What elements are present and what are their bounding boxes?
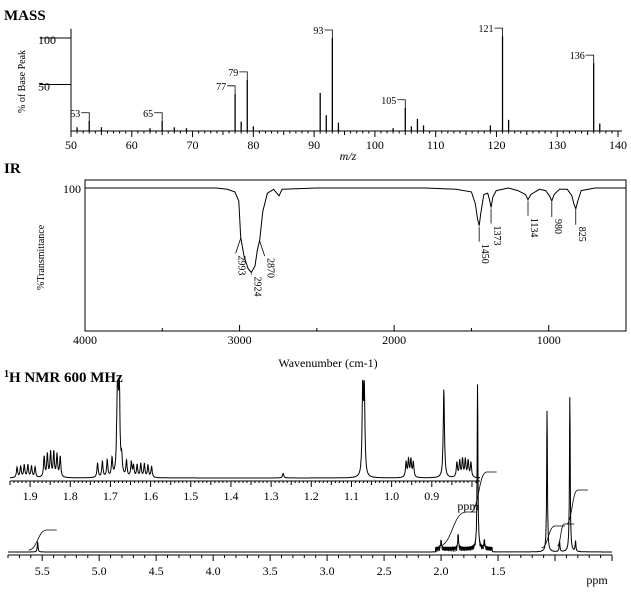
nmr-inset-xtick-label: 1.0 xyxy=(384,489,399,503)
nmr-xtick-label: 3.0 xyxy=(320,564,335,578)
ir-annotation-label: 2993 xyxy=(236,255,247,275)
svg-text:1H NMR 600 MHz: 1H NMR 600 MHz xyxy=(4,369,123,386)
mass-peak-leader xyxy=(324,29,333,38)
nmr-main-trace xyxy=(8,384,612,553)
mass-title: MASS xyxy=(4,8,46,24)
mass-peak-leader xyxy=(585,54,595,64)
mass-peak-leader xyxy=(81,112,90,121)
nmr-inset-xlabel: ppm xyxy=(457,499,479,513)
nmr-xtick-label: 2.0 xyxy=(434,564,449,578)
ir-annotation-label: 825 xyxy=(576,227,587,242)
nmr-inset-xtick-label: 1.9 xyxy=(23,489,38,503)
nmr-panel: 1H NMR 600 MHz 1.9 1.8 1.7 1.6 1.5 1.4 1.3 1.2 1… xyxy=(4,369,613,587)
mass-peak-label: 105 xyxy=(381,96,396,107)
mass-ylabel: % of Base Peak xyxy=(17,50,28,113)
nmr-inset-xtick-label: 1.8 xyxy=(63,489,78,503)
ir-xtick-label: 4000 xyxy=(73,333,97,347)
ir-trace xyxy=(85,187,626,274)
nmr-xtick-label: 2.5 xyxy=(377,564,392,578)
ir-annotation-label: 1450 xyxy=(479,244,490,264)
mass-peak-label: 93 xyxy=(313,26,323,37)
nmr-xtick-label: 3.5 xyxy=(263,564,278,578)
nmr-integral-curve xyxy=(438,511,477,547)
mass-ytick-label: 100 xyxy=(38,33,56,47)
mass-peak-leader xyxy=(239,71,248,80)
mass-xtick-label: 100 xyxy=(366,138,384,152)
nmr-inset-xtick-label: 1.1 xyxy=(344,489,359,503)
ir-frame xyxy=(84,179,627,332)
mass-xtick-label: 120 xyxy=(487,138,505,152)
ir-annotation-leader xyxy=(235,238,242,254)
nmr-integral-curve xyxy=(28,529,57,551)
ir-annotation-leader xyxy=(259,240,266,257)
mass-peak-label: 136 xyxy=(570,51,585,62)
nmr-inset-xtick-label: 1.5 xyxy=(183,489,198,503)
mass-xtick-label: 110 xyxy=(427,138,445,152)
ir-annotation-label: 1134 xyxy=(528,218,539,238)
mass-panel: MASS % of Base Peak 50 100 50 60 70 80 90 100 1… xyxy=(4,8,627,163)
mass-xtick-label: 50 xyxy=(65,138,77,152)
nmr-xtick-label: 4.5 xyxy=(149,564,164,578)
ir-ylabel: %Transmittance xyxy=(36,224,47,290)
nmr-title: H NMR 600 MHz xyxy=(9,370,123,386)
mass-xtick-label: 140 xyxy=(609,138,627,152)
mass-xtick-label: 130 xyxy=(548,138,566,152)
mass-peak-leader xyxy=(397,99,406,108)
ir-xlabel: Wavenumber (cm-1) xyxy=(278,356,377,370)
nmr-inset-xtick-label: 0.9 xyxy=(424,489,439,503)
nmr-xtick-label: 5.5 xyxy=(35,564,50,578)
ir-annotation-label: 980 xyxy=(552,219,563,234)
ir-annotation-label: 1373 xyxy=(491,226,502,246)
mass-xtick-label: 70 xyxy=(187,138,199,152)
ir-title: IR xyxy=(4,161,21,177)
nmr-inset-xtick-label: 1.3 xyxy=(264,489,279,503)
nmr-title-sup: 1 xyxy=(4,369,9,380)
mass-peak-leader xyxy=(227,85,236,94)
ir-xtick-label: 1000 xyxy=(537,333,561,347)
ir-panel: IR %Transmittance 100 4000 3000 2000 1000 29… xyxy=(4,161,627,370)
nmr-integral-curve xyxy=(566,489,588,525)
nmr-inset-xtick-label: 1.6 xyxy=(143,489,158,503)
ir-ytick-label: 100 xyxy=(63,182,81,196)
mass-xtick-label: 60 xyxy=(126,138,138,152)
mass-peak-label: 77 xyxy=(216,82,226,93)
ir-xtick-label: 3000 xyxy=(228,333,252,347)
mass-ytick-label: 50 xyxy=(38,80,50,94)
mass-xlabel: m/z xyxy=(340,149,357,163)
mass-peak-label: 53 xyxy=(70,109,80,120)
ir-annotation-label: 2870 xyxy=(265,258,276,278)
nmr-inset-trace xyxy=(10,379,480,479)
mass-xtick-label: 90 xyxy=(308,138,320,152)
nmr-inset-xtick-label: 1.2 xyxy=(304,489,319,503)
nmr-inset-xtick-label: 1.4 xyxy=(223,489,238,503)
nmr-xtick-label: 5.0 xyxy=(92,564,107,578)
nmr-integral-curve xyxy=(470,471,497,513)
nmr-inset-xtick-label: 1.7 xyxy=(103,489,118,503)
nmr-xtick-label: 4.0 xyxy=(206,564,221,578)
nmr-integral-curve xyxy=(556,523,575,547)
nmr-xtick-label: 1.5 xyxy=(491,564,506,578)
ir-xtick-label: 2000 xyxy=(382,333,406,347)
mass-peak-label: 79 xyxy=(228,68,238,79)
mass-peak-leader xyxy=(494,27,503,37)
nmr-integral-curve xyxy=(541,525,566,549)
mass-peak-label: 65 xyxy=(143,109,153,120)
ir-annotation-label: 2924 xyxy=(251,277,262,297)
mass-peak-label: 121 xyxy=(479,24,494,35)
nmr-xlabel: ppm xyxy=(586,573,608,587)
mass-peak-leader xyxy=(154,112,163,121)
mass-xtick-label: 80 xyxy=(247,138,259,152)
